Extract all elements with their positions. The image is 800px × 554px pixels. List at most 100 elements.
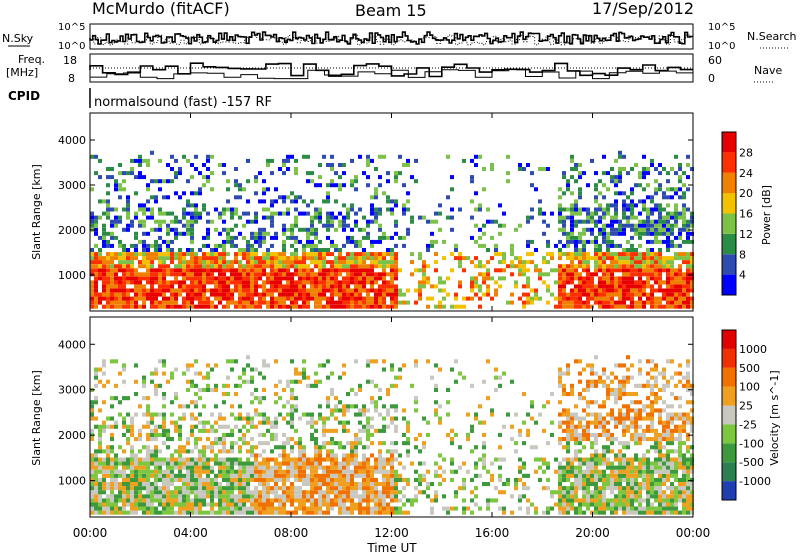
power-cell xyxy=(238,288,242,293)
power-cell xyxy=(146,243,150,248)
power-cell xyxy=(322,276,326,281)
velocity-cell xyxy=(438,473,442,478)
velocity-cell xyxy=(254,408,258,413)
velocity-cell xyxy=(246,494,250,499)
power-cell xyxy=(250,304,254,309)
power-cell xyxy=(262,199,266,204)
power-cell xyxy=(622,252,626,257)
velocity-cell xyxy=(138,502,142,507)
velocity-cell xyxy=(162,469,166,474)
power-cell xyxy=(606,235,610,240)
power-cell xyxy=(670,264,674,269)
velocity-cell xyxy=(478,473,482,478)
power-cell xyxy=(290,223,294,228)
velocity-cell xyxy=(354,404,358,409)
velocity-cell xyxy=(606,396,610,401)
power-cell xyxy=(186,292,190,297)
power-cell xyxy=(314,284,318,289)
power-cell xyxy=(326,248,330,252)
velocity-cell xyxy=(366,420,370,425)
power-cell xyxy=(126,215,130,220)
velocity-cell xyxy=(378,441,382,446)
power-cell xyxy=(634,252,638,257)
power-cell xyxy=(190,260,194,265)
power-cell xyxy=(642,288,646,293)
power-cell xyxy=(546,223,550,228)
power-cell xyxy=(374,211,378,216)
power-cell xyxy=(390,207,394,212)
power-cell xyxy=(426,296,430,301)
power-cell xyxy=(130,252,134,257)
power-cell xyxy=(666,288,670,293)
velocity-cell xyxy=(142,379,146,384)
velocity-cell xyxy=(378,482,382,487)
velocity-cell xyxy=(218,486,222,491)
velocity-cell xyxy=(586,424,590,429)
velocity-cell xyxy=(590,490,594,495)
power-cell xyxy=(534,288,538,293)
velocity-cell xyxy=(522,473,526,478)
power-cell xyxy=(174,272,178,277)
velocity-cell xyxy=(486,359,490,364)
power-cell xyxy=(198,284,202,289)
velocity-cell xyxy=(586,469,590,474)
power-cell xyxy=(394,203,398,208)
power-cell xyxy=(466,256,470,261)
velocity-cell xyxy=(150,486,154,491)
power-cell xyxy=(670,304,674,309)
power-cell xyxy=(90,268,94,273)
power-cell xyxy=(574,163,578,167)
velocity-cell xyxy=(582,482,586,487)
power-cell xyxy=(482,231,486,236)
velocity-cell xyxy=(310,416,314,421)
velocity-cell xyxy=(130,469,134,474)
power-cell xyxy=(238,195,242,200)
power-cell xyxy=(206,252,210,257)
velocity-cell xyxy=(214,461,218,466)
power-cell xyxy=(586,280,590,285)
velocity-cell xyxy=(534,445,538,450)
power-cell xyxy=(382,280,386,285)
velocity-cell xyxy=(94,383,98,388)
power-cell xyxy=(246,260,250,265)
power-cell xyxy=(650,296,654,301)
power-cell xyxy=(206,264,210,269)
power-cell xyxy=(126,260,130,265)
velocity-cell xyxy=(574,506,578,511)
power-cell xyxy=(94,154,98,159)
velocity-cell xyxy=(202,445,206,450)
velocity-cell xyxy=(110,469,114,474)
power-cell xyxy=(386,207,390,212)
velocity-cell xyxy=(594,473,598,478)
power-cell xyxy=(654,203,658,208)
velocity-cell xyxy=(326,494,330,499)
power-cell xyxy=(610,252,614,257)
velocity-cell xyxy=(318,461,322,466)
power-cell xyxy=(630,223,634,228)
velocity-cell xyxy=(106,506,110,511)
velocity-cell xyxy=(546,461,550,466)
velocity-cell xyxy=(434,494,438,499)
velocity-cell xyxy=(286,457,290,462)
velocity-cell xyxy=(142,473,146,478)
velocity-cell xyxy=(558,412,562,417)
velocity-cell xyxy=(282,473,286,478)
power-cell xyxy=(338,187,342,192)
power-cell xyxy=(614,191,618,196)
velocity-cell xyxy=(162,473,166,478)
velocity-cell xyxy=(134,457,138,462)
power-cell xyxy=(570,211,574,216)
power-cell xyxy=(186,296,190,301)
power-cell xyxy=(122,260,126,265)
velocity-cell xyxy=(602,424,606,429)
power-cell xyxy=(186,260,190,265)
velocity-cell xyxy=(262,449,266,454)
power-cell xyxy=(254,280,258,285)
velocity-cell xyxy=(574,453,578,458)
velocity-cell xyxy=(586,432,590,437)
velocity-cell xyxy=(210,457,214,462)
power-cell xyxy=(358,256,362,261)
power-cell xyxy=(554,296,558,301)
velocity-cell xyxy=(162,420,166,425)
power-cell xyxy=(138,260,142,265)
